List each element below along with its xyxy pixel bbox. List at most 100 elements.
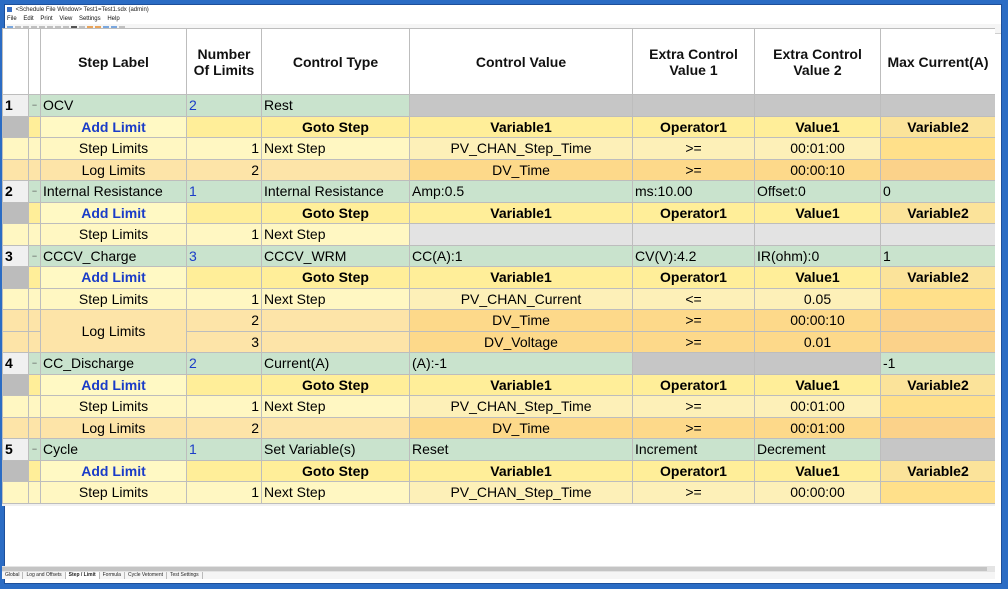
collapse-icon[interactable]: − xyxy=(28,244,41,267)
step-label-cell[interactable]: CCCV_Charge xyxy=(40,244,187,267)
operator1-cell[interactable]: <= xyxy=(632,287,755,310)
number-of-limits-cell[interactable]: 2 xyxy=(186,94,262,117)
extra-control-value-2-cell[interactable]: Decrement xyxy=(754,438,881,461)
row-selector[interactable] xyxy=(2,137,29,160)
add-limit-button[interactable]: Add Limit xyxy=(40,459,187,482)
control-value-cell[interactable]: Reset xyxy=(409,438,633,461)
menu-settings[interactable]: Settings xyxy=(78,16,101,22)
collapse-icon[interactable]: − xyxy=(28,438,41,461)
value1-cell[interactable]: 00:01:00 xyxy=(754,395,881,418)
step-label-cell[interactable]: Internal Resistance xyxy=(40,180,187,203)
variable1-cell[interactable]: PV_CHAN_Current xyxy=(409,287,633,310)
step-row[interactable]: 3− CCCV_Charge 3 CCCV_WRM CC(A):1 CV(V):4.2 IR… xyxy=(2,244,995,267)
row-selector[interactable] xyxy=(2,481,29,504)
number-of-limits-cell[interactable]: 1 xyxy=(186,438,262,461)
operator1-cell[interactable] xyxy=(632,223,755,246)
row-selector[interactable] xyxy=(2,309,29,332)
menu-edit[interactable]: Edit xyxy=(23,16,34,22)
variable1-cell[interactable]: PV_CHAN_Step_Time xyxy=(409,137,633,160)
collapse-icon[interactable]: − xyxy=(28,352,41,375)
log-limit-row[interactable]: 3 DV_Voltage >= 0.01 xyxy=(2,330,995,353)
value1-cell[interactable]: 00:00:00 xyxy=(754,481,881,504)
variable2-cell[interactable] xyxy=(880,395,995,418)
log-limit-row[interactable]: Log Limits 2 DV_Time >= 00:01:00 xyxy=(2,416,995,439)
operator1-cell[interactable]: >= xyxy=(632,137,755,160)
goto-step-cell[interactable]: Next Step xyxy=(261,481,410,504)
log-limit-row[interactable]: Log Limits 2 DV_Time >= 00:00:10 xyxy=(2,158,995,181)
variable2-cell[interactable] xyxy=(880,223,995,246)
variable2-cell[interactable] xyxy=(880,287,995,310)
col-max-current[interactable]: Max Current(A) xyxy=(880,28,995,95)
extra-control-value-2-cell[interactable] xyxy=(754,352,881,375)
goto-step-cell[interactable]: Next Step xyxy=(261,287,410,310)
max-current-cell[interactable] xyxy=(880,94,995,117)
value1-cell[interactable]: 00:01:00 xyxy=(754,416,881,439)
row-selector[interactable] xyxy=(2,158,29,181)
step-row[interactable]: 2− Internal Resistance 1 Internal Resistanc… xyxy=(2,180,995,203)
operator1-cell[interactable]: >= xyxy=(632,416,755,439)
max-current-cell[interactable]: -1 xyxy=(880,352,995,375)
extra-control-value-2-cell[interactable]: Offset:0 xyxy=(754,180,881,203)
control-type-cell[interactable]: Current(A) xyxy=(261,352,410,375)
value1-cell[interactable]: 00:01:00 xyxy=(754,137,881,160)
tab-test-settings[interactable]: Test Settings xyxy=(167,572,203,579)
step-limit-row[interactable]: Step Limits 1 Next Step PV_CHAN_Step_Time >=… xyxy=(2,137,995,160)
tab-global[interactable]: Global xyxy=(2,572,24,579)
extra-control-value-2-cell[interactable]: IR(ohm):0 xyxy=(754,244,881,267)
extra-control-value-1-cell[interactable]: ms:10.00 xyxy=(632,180,755,203)
goto-step-cell[interactable]: Next Step xyxy=(261,223,410,246)
collapse-icon[interactable]: − xyxy=(28,94,41,117)
step-label-cell[interactable]: OCV xyxy=(40,94,187,117)
collapse-icon[interactable]: − xyxy=(28,180,41,203)
add-limit-button[interactable]: Add Limit xyxy=(40,373,187,396)
variable2-cell[interactable] xyxy=(880,137,995,160)
control-type-cell[interactable]: Rest xyxy=(261,94,410,117)
value1-cell[interactable]: 00:00:10 xyxy=(754,158,881,181)
variable1-cell[interactable] xyxy=(409,223,633,246)
step-row[interactable]: 5− Cycle 1 Set Variable(s) Reset Increment Dec… xyxy=(2,438,995,461)
operator1-cell[interactable]: >= xyxy=(632,330,755,353)
row-selector[interactable] xyxy=(2,416,29,439)
goto-step-cell[interactable] xyxy=(261,158,410,181)
control-value-cell[interactable]: CC(A):1 xyxy=(409,244,633,267)
tab-cycle-vetoment[interactable]: Cycle Vetoment xyxy=(125,572,167,579)
step-limit-row[interactable]: Step Limits 1 Next Step xyxy=(2,223,995,246)
goto-step-cell[interactable]: Next Step xyxy=(261,137,410,160)
add-limit-button[interactable]: Add Limit xyxy=(40,266,187,289)
number-of-limits-cell[interactable]: 2 xyxy=(186,352,262,375)
variable1-cell[interactable]: DV_Time xyxy=(409,416,633,439)
row-selector[interactable] xyxy=(2,223,29,246)
step-limit-row[interactable]: Step Limits 1 Next Step PV_CHAN_Current <= 0.… xyxy=(2,287,995,310)
step-row[interactable]: 1− OCV 2 Rest xyxy=(2,94,995,117)
step-limit-row[interactable]: Step Limits 1 Next Step PV_CHAN_Step_Time >=… xyxy=(2,481,995,504)
value1-cell[interactable]: 0.05 xyxy=(754,287,881,310)
goto-step-cell[interactable] xyxy=(261,330,410,353)
menu-print[interactable]: Print xyxy=(40,16,53,22)
control-type-cell[interactable]: Set Variable(s) xyxy=(261,438,410,461)
log-limit-row[interactable]: Log Limits 2 DV_Time >= 00:00:10 xyxy=(2,309,995,353)
value1-cell[interactable] xyxy=(754,223,881,246)
value1-cell[interactable]: 0.01 xyxy=(754,330,881,353)
tab-step-limit[interactable]: Step / Limit xyxy=(65,572,100,579)
variable1-cell[interactable]: DV_Voltage xyxy=(409,330,633,353)
number-of-limits-cell[interactable]: 3 xyxy=(186,244,262,267)
operator1-cell[interactable]: >= xyxy=(632,395,755,418)
tab-log-and-offsets[interactable]: Log and Offsets xyxy=(23,572,66,579)
variable2-cell[interactable] xyxy=(880,158,995,181)
add-limit-button[interactable]: Add Limit xyxy=(40,201,187,224)
control-type-cell[interactable]: CCCV_WRM xyxy=(261,244,410,267)
step-limit-row[interactable]: Step Limits 1 Next Step PV_CHAN_Step_Time >=… xyxy=(2,395,995,418)
col-extra-control-value-2[interactable]: Extra Control Value 2 xyxy=(754,28,881,95)
col-control-type[interactable]: Control Type xyxy=(261,28,410,95)
extra-control-value-1-cell[interactable] xyxy=(632,94,755,117)
operator1-cell[interactable]: >= xyxy=(632,158,755,181)
col-step-label[interactable]: Step Label xyxy=(40,28,187,95)
variable1-cell[interactable]: PV_CHAN_Step_Time xyxy=(409,395,633,418)
number-of-limits-cell[interactable]: 1 xyxy=(186,180,262,203)
row-selector[interactable] xyxy=(2,287,29,310)
operator1-cell[interactable]: >= xyxy=(632,309,755,332)
horizontal-scrollbar[interactable] xyxy=(2,566,995,572)
variable2-cell[interactable] xyxy=(880,309,995,332)
operator1-cell[interactable]: >= xyxy=(632,481,755,504)
step-label-cell[interactable]: CC_Discharge xyxy=(40,352,187,375)
